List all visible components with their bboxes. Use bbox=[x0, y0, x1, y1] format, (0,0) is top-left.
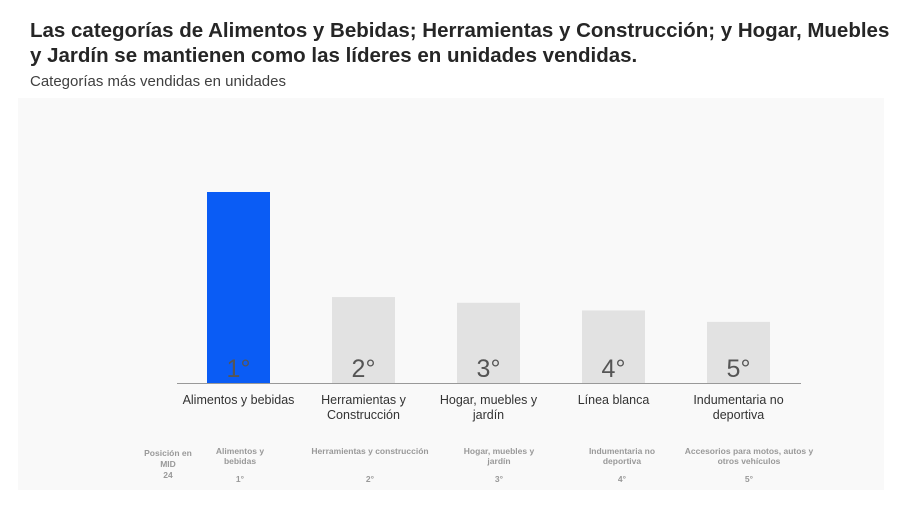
bar bbox=[582, 310, 645, 383]
page-title: Las categorías de Alimentos y Bebidas; H… bbox=[30, 19, 890, 67]
bar bbox=[332, 297, 395, 383]
mid-value: 24 bbox=[163, 470, 173, 480]
x-tick-label: Indumentaria no deportiva bbox=[693, 393, 784, 422]
mid-category: Indumentaria no deportiva bbox=[588, 446, 656, 466]
bar-rank-label: 3° bbox=[477, 355, 501, 383]
bar bbox=[457, 302, 520, 383]
bar bbox=[207, 192, 270, 383]
chart-panel bbox=[18, 98, 884, 490]
x-tick-label: Hogar, muebles y jardín bbox=[439, 393, 538, 422]
x-tick-label: Herramientas y Construcción bbox=[321, 393, 406, 422]
mid-rank: 4° bbox=[617, 474, 627, 484]
mid-rank: 3° bbox=[494, 474, 504, 484]
mid-rank: 5° bbox=[744, 474, 754, 484]
mid-category: Hogar, muebles y jardín bbox=[463, 446, 535, 466]
x-tick-label: Línea blanca bbox=[577, 393, 650, 407]
bar-rank-label: 1° bbox=[227, 355, 251, 383]
bar bbox=[707, 321, 770, 383]
mid-label: Posición en MID 24 bbox=[140, 448, 196, 481]
mid-category: Accesorios para motos, autos y otros veh… bbox=[684, 446, 814, 466]
mid-category: Herramientas y construcción bbox=[311, 446, 429, 456]
bar-rank-label: 5° bbox=[727, 355, 751, 383]
mid-category: Alimentos y bebidas bbox=[215, 446, 265, 466]
chart-subtitle: Categorías más vendidas en unidades bbox=[30, 73, 286, 90]
bar-rank-label: 4° bbox=[602, 355, 626, 383]
bar-rank-label: 2° bbox=[352, 355, 376, 383]
x-tick-label: Alimentos y bebidas bbox=[182, 393, 295, 407]
mid-label-text: Posición en MID bbox=[144, 448, 192, 469]
mid-rank: 1° bbox=[235, 474, 245, 484]
mid-rank: 2° bbox=[365, 474, 375, 484]
